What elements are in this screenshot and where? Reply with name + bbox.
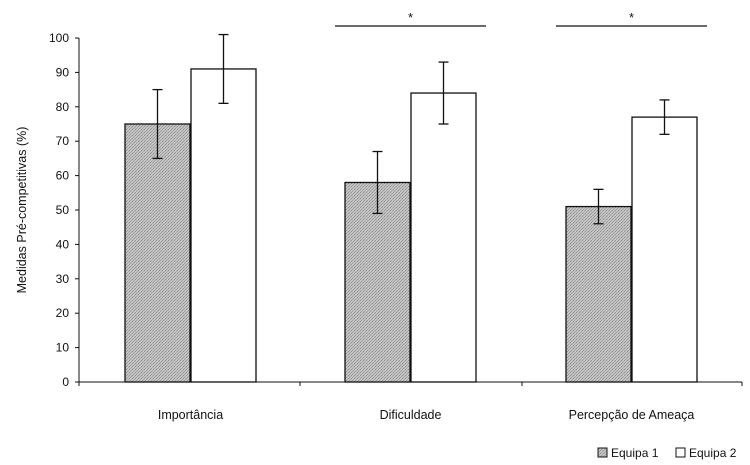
y-tick-label: 30 (56, 272, 70, 286)
category-label: Importância (158, 408, 223, 422)
bar-equipa-2 (190, 68, 257, 383)
labels: 0 10 20 30 40 50 60 70 80 90 100 Importância Dificul… (15, 31, 694, 422)
significance-star: * (408, 10, 413, 25)
y-tick-label: 70 (56, 134, 70, 148)
legend-swatch-equipa-2 (675, 447, 686, 458)
bar-equipa-1 (344, 181, 411, 383)
y-tick-label: 50 (56, 203, 70, 217)
y-tick-label: 0 (62, 375, 69, 389)
bars (124, 68, 698, 383)
y-tick-label: 40 (56, 237, 70, 251)
bar-equipa-1 (565, 205, 632, 383)
y-tick-label: 100 (49, 31, 69, 45)
category-label: Percepção de Ameaça (569, 408, 695, 422)
bar-equipa-2 (410, 92, 477, 383)
legend-label: Equipa 1 (611, 446, 659, 460)
error-bars (152, 33, 670, 225)
y-tick-label: 90 (56, 65, 70, 79)
y-tick-label: 60 (56, 169, 70, 183)
significance-star: * (629, 10, 634, 25)
y-tick-label: 20 (56, 306, 70, 320)
bar-equipa-2 (631, 116, 698, 383)
y-tick-label: 10 (56, 341, 70, 355)
legend: Equipa 1 Equipa 2 (597, 446, 737, 460)
significance-markers: * * (335, 10, 707, 27)
category-label: Dificuldade (380, 408, 442, 422)
y-tick-label: 80 (56, 100, 70, 114)
y-axis-label: Medidas Pré-competitivas (%) (15, 127, 29, 294)
bar-equipa-1 (124, 123, 191, 383)
legend-swatch-equipa-1 (597, 447, 608, 458)
legend-label: Equipa 2 (689, 446, 737, 460)
